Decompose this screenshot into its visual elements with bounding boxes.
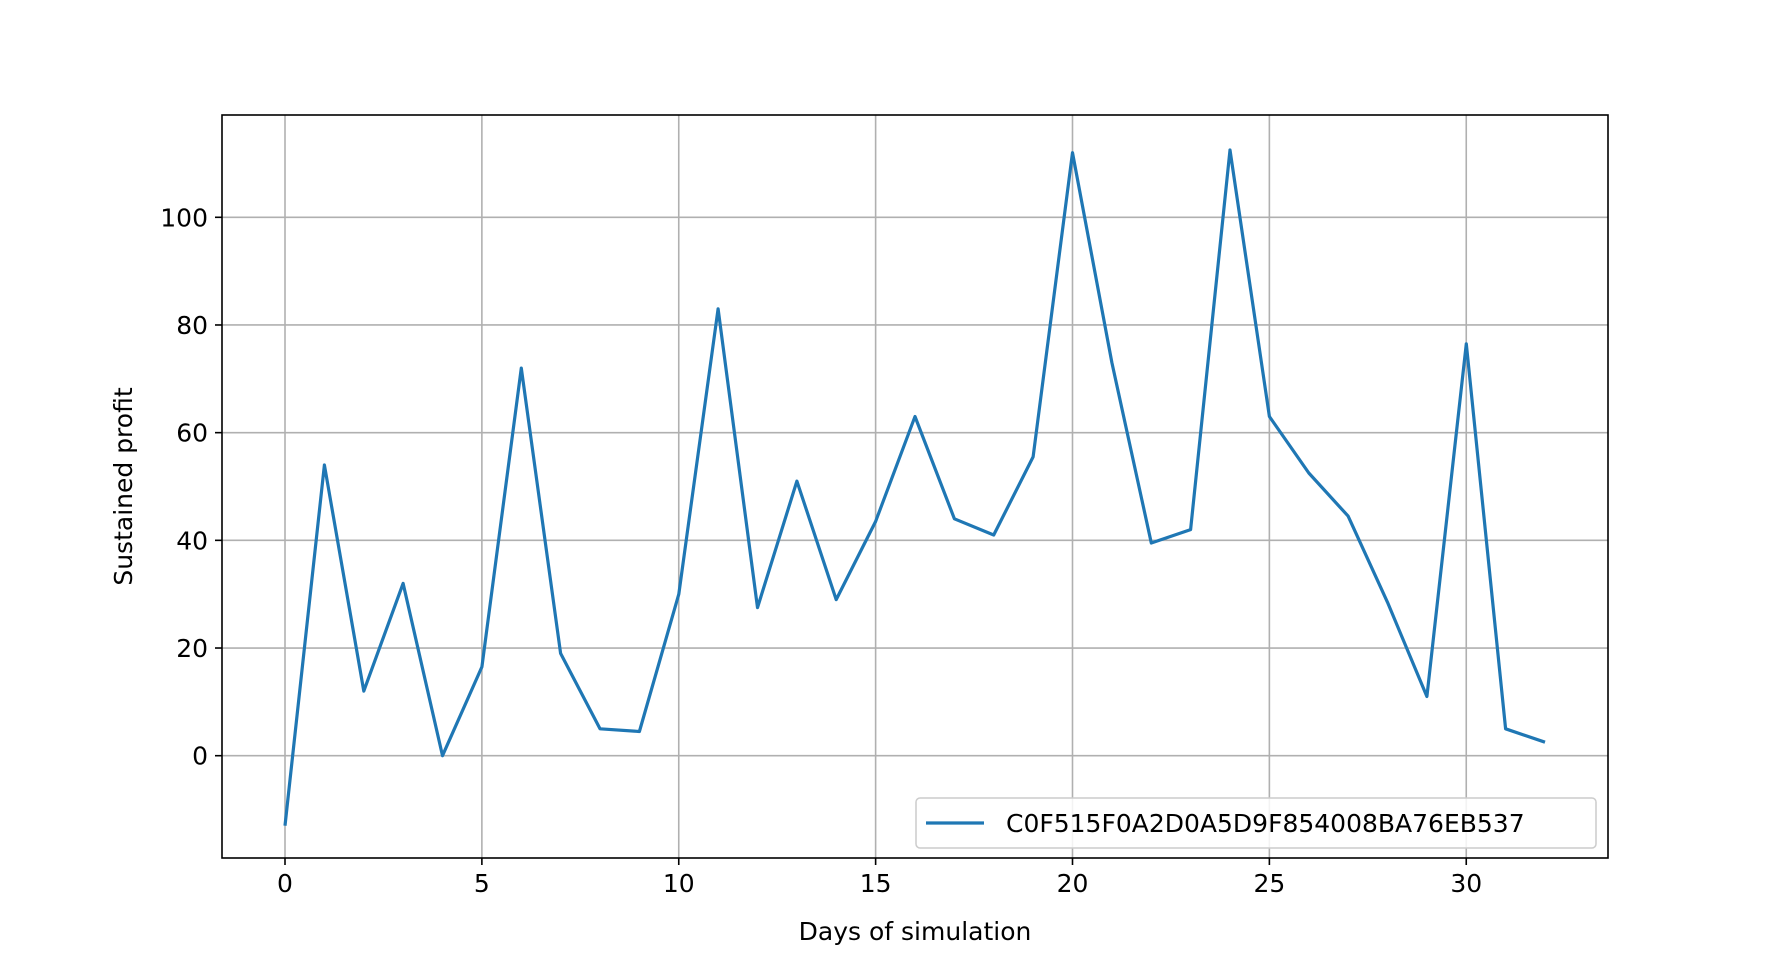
x-tick-label: 25 [1253, 869, 1285, 898]
y-tick-label: 100 [160, 203, 208, 232]
x-tick-label: 10 [663, 869, 695, 898]
x-tick-label: 5 [474, 869, 490, 898]
x-axis-label: Days of simulation [799, 917, 1032, 946]
plot-frame [221, 114, 1609, 859]
y-tick-label: 0 [192, 742, 208, 771]
y-axis-label: Sustained profit [109, 387, 138, 585]
x-tick-label: 15 [860, 869, 892, 898]
series-layer [283, 148, 1546, 826]
y-tick-label: 80 [176, 311, 208, 340]
legend-entry-label: C0F515F0A2D0A5D9F854008BA76EB537 [1006, 809, 1525, 838]
x-tick-label: 20 [1057, 869, 1089, 898]
y-tick-label: 20 [176, 634, 208, 663]
y-tick-label: 60 [176, 419, 208, 448]
legend-box [915, 797, 1597, 849]
y-tick-label: 40 [176, 526, 208, 555]
ticks: 0 5 10 15 20 25 30 0 20 40 60 80 100 [160, 203, 1482, 898]
x-tick-label: 30 [1450, 869, 1482, 898]
grid [222, 115, 1608, 858]
legend: C0F515F0A2D0A5D9F854008BA76EB537 [915, 797, 1597, 849]
series-line [283, 148, 1546, 826]
x-tick-label: 0 [277, 869, 293, 898]
